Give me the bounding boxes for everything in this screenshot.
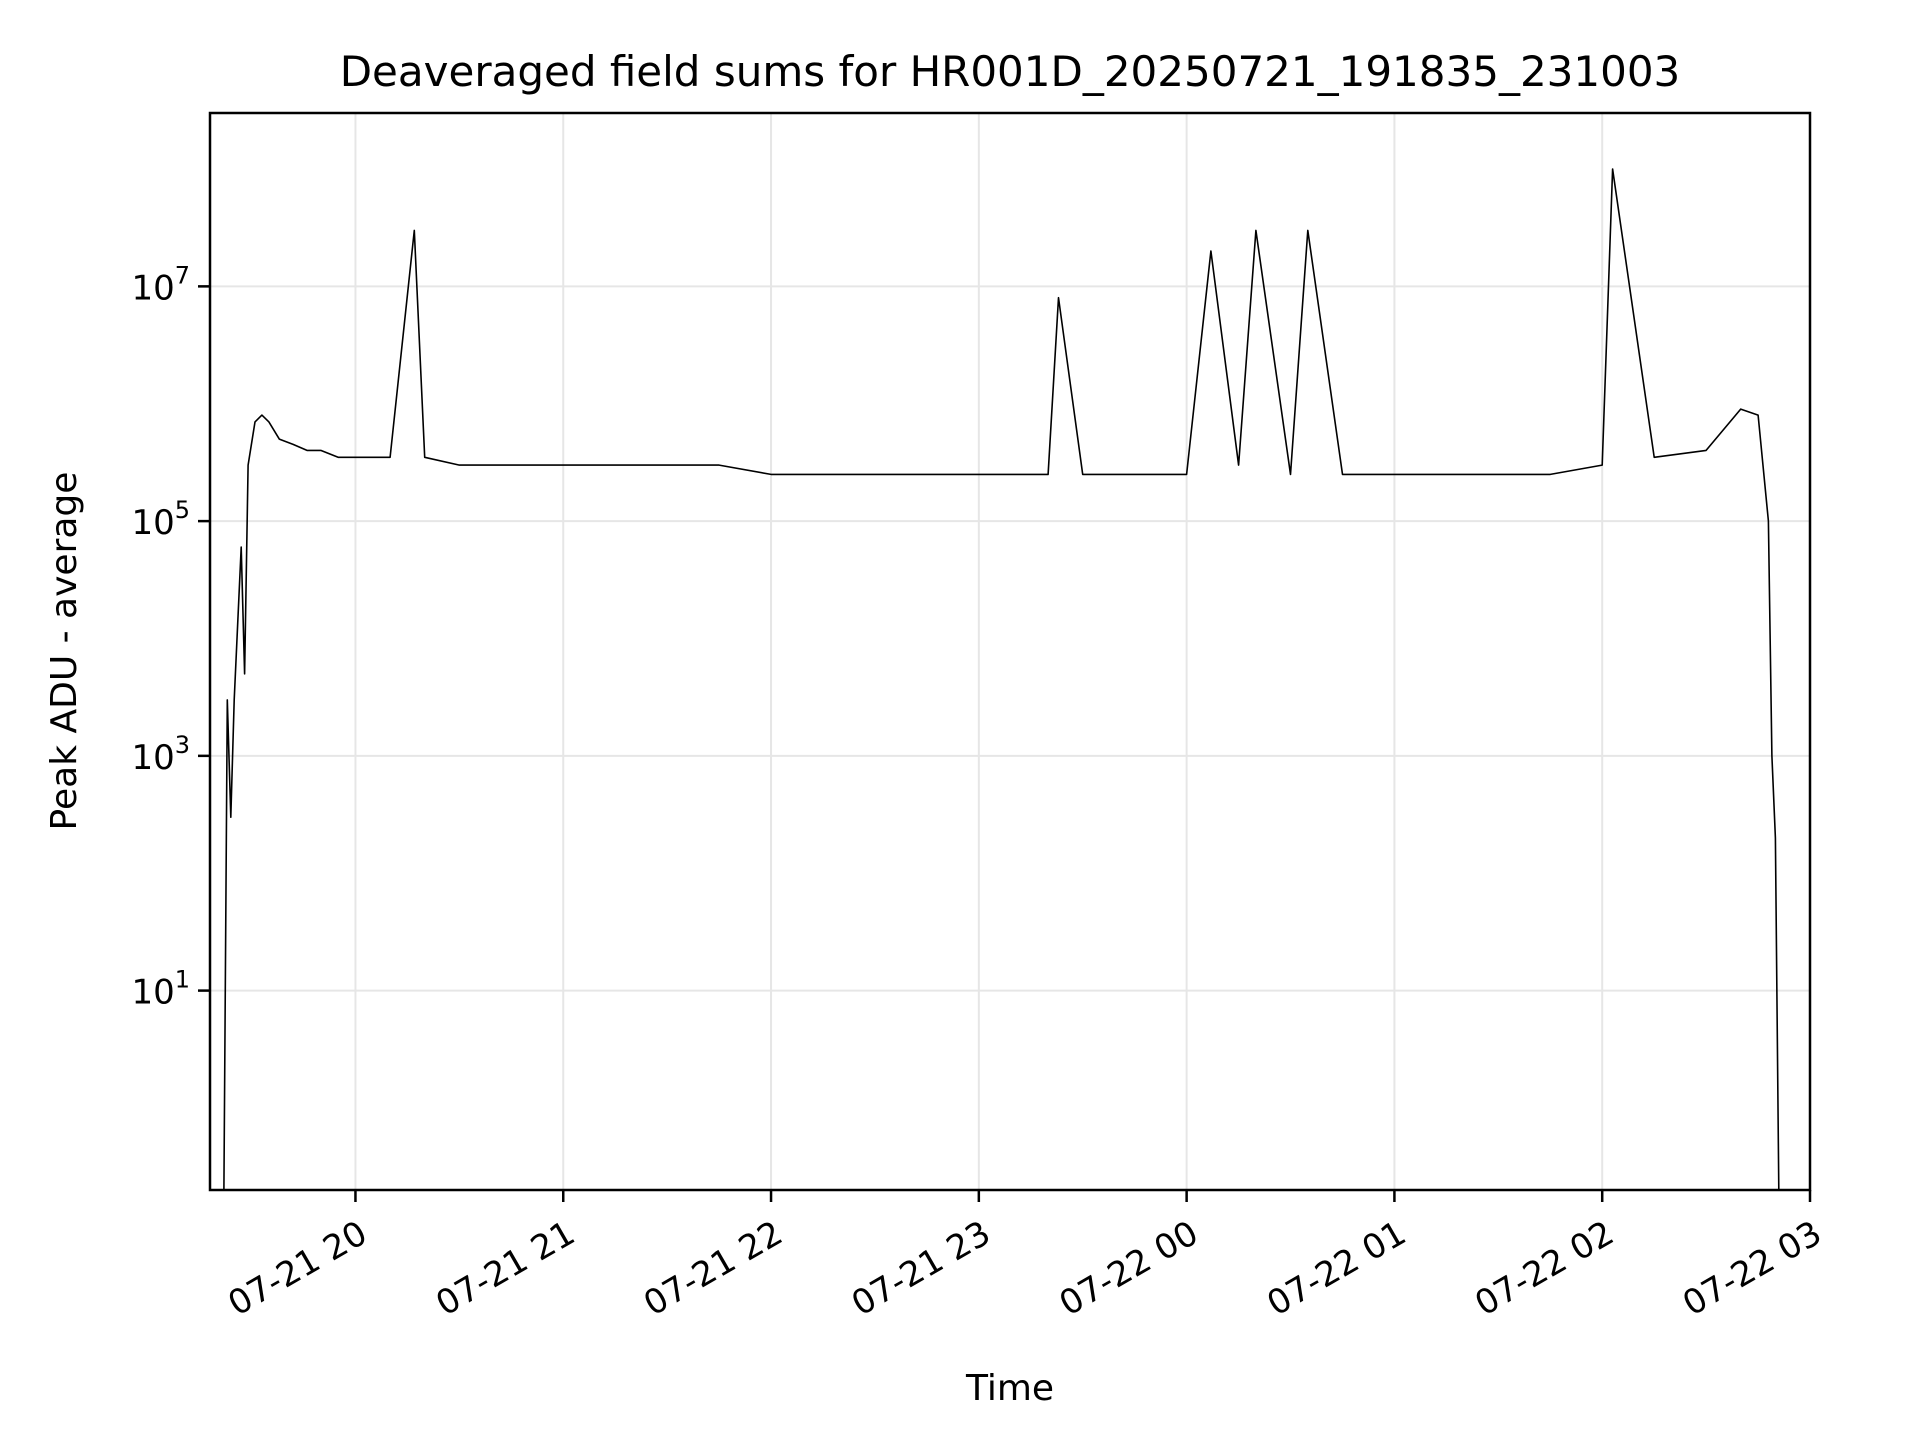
x-axis: 07-21 20 07-21 21 07-21 22 07-21 23 07-22 00… — [222, 1190, 1829, 1324]
y-tick-exponent: 3 — [175, 731, 190, 759]
series-line — [223, 168, 1780, 1191]
x-gridlines — [354, 113, 1811, 1190]
x-tick-label: 07-21 22 — [637, 1213, 789, 1324]
x-axis-label: Time — [965, 1368, 1054, 1409]
x-tick-label: 07-21 20 — [222, 1213, 374, 1324]
y-tick-base: 10 — [131, 503, 174, 543]
y-axis-label: Peak ADU - average — [44, 472, 85, 831]
x-tick-label: 07-21 23 — [845, 1213, 997, 1324]
plot-frame — [208, 111, 1812, 1192]
y-tick-label: 101 — [131, 966, 190, 1013]
y-tick-label: 103 — [131, 731, 190, 778]
chart-title: Deaveraged field sums for HR001D_2025072… — [340, 47, 1681, 96]
y-tick-exponent: 7 — [175, 261, 190, 289]
y-tick-base: 10 — [131, 268, 174, 308]
y-tick-exponent: 5 — [175, 496, 190, 524]
x-tick-label: 07-21 21 — [429, 1213, 581, 1324]
x-tick-label: 07-22 01 — [1261, 1213, 1413, 1324]
x-tick-label: 07-22 03 — [1676, 1213, 1828, 1324]
y-tick-exponent: 1 — [175, 966, 190, 994]
y-gridlines — [210, 285, 1810, 992]
y-tick-base: 10 — [131, 738, 174, 778]
y-tick-label: 105 — [131, 496, 190, 543]
y-tick-label: 107 — [131, 261, 190, 308]
x-tick-label: 07-22 00 — [1053, 1213, 1205, 1324]
series-layer — [223, 168, 1780, 1191]
x-tick-label: 07-22 02 — [1468, 1213, 1620, 1324]
y-tick-base: 10 — [131, 973, 174, 1013]
